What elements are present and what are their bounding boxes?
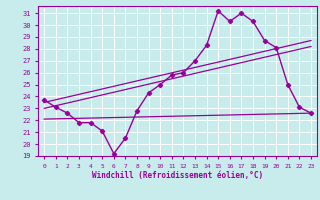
- X-axis label: Windchill (Refroidissement éolien,°C): Windchill (Refroidissement éolien,°C): [92, 171, 263, 180]
